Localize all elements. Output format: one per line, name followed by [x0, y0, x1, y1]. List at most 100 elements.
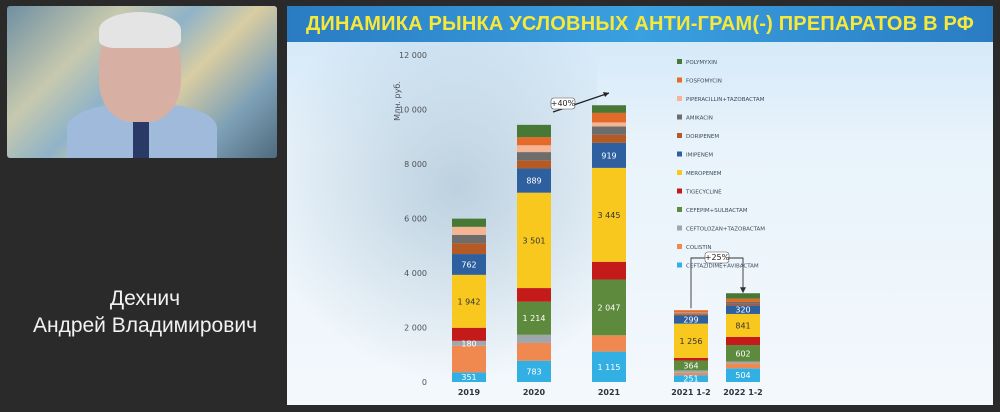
bar-segment — [674, 372, 708, 376]
growth-bracket-arrow-head — [740, 287, 746, 294]
growth-badge — [550, 97, 576, 110]
bar-segment — [726, 305, 760, 314]
bar-data-label: 1 942 — [458, 297, 481, 306]
legend-label: IMIPENEM — [686, 153, 713, 159]
legend-label: AMIKACIN — [686, 116, 713, 122]
bar-segment — [517, 124, 551, 138]
y-tick-label: 6 000 — [404, 215, 427, 224]
bar-segment — [452, 274, 486, 328]
bar-segment — [452, 327, 486, 341]
legend-label: MEROPENEM — [686, 171, 722, 177]
bar-segment — [592, 167, 626, 262]
bar-segment — [517, 137, 551, 146]
bar-data-label: 919 — [601, 151, 616, 160]
speaker-name: Дехнич Андрей Владимирович — [0, 285, 290, 339]
slide-title: ДИНАМИКА РЫНКА УСЛОВНЫХ АНТИ-ГРАМ(-) ПРЕ… — [305, 13, 975, 35]
bar-segment — [674, 375, 708, 382]
bar-segment — [517, 360, 551, 382]
bar-data-label: 180 — [461, 339, 476, 348]
bar-segment — [452, 226, 486, 235]
bar-segment — [592, 335, 626, 352]
legend-swatch — [677, 225, 682, 231]
bar-segment — [674, 360, 708, 371]
bar-segment — [726, 363, 760, 369]
x-tick-label: 2019 — [458, 388, 481, 397]
y-tick-label: 2 000 — [404, 324, 427, 333]
legend-swatch — [677, 207, 682, 212]
slide-title-banner: ДИНАМИКА РЫНКА УСЛОВНЫХ АНТИ-ГРАМ(-) ПРЕ… — [287, 6, 993, 42]
bar-segment — [726, 293, 760, 299]
bar-segment — [674, 313, 708, 315]
bar-segment — [592, 126, 626, 135]
bar-segment — [517, 334, 551, 343]
bar-data-label: 1 214 — [523, 314, 546, 323]
bar-segment — [452, 234, 486, 244]
stacked-bar-chart: 0 2 000 4 000 6 000 8 000 10 000 12 000 Млн. ру… — [393, 51, 765, 397]
bar-segment — [726, 301, 760, 304]
legend-label: FOSFOMYCIN — [686, 79, 722, 85]
bar-data-label: 3 445 — [598, 211, 621, 220]
bar-data-label: 889 — [526, 177, 541, 186]
bar-segment — [452, 340, 486, 346]
bar-segment — [726, 345, 760, 362]
bar-data-label: 1 256 — [680, 337, 703, 346]
bar-data-label: 251 — [683, 375, 698, 384]
legend-swatch — [677, 170, 682, 175]
bar-segment — [517, 342, 551, 361]
bar-segment — [726, 361, 760, 364]
bar-segment — [674, 314, 708, 316]
legend-label: DORIPENEM — [686, 134, 719, 140]
bar-segment — [592, 112, 626, 123]
speaker-name-line2: Андрей Владимирович — [32, 314, 258, 337]
legend-swatch — [677, 133, 682, 138]
legend-label: TIGECYCLINE — [685, 190, 722, 196]
bar-segment — [726, 368, 760, 382]
legend-swatch — [677, 114, 682, 120]
bar-segment — [517, 301, 551, 335]
legend-label: CEFEPIM+SULBACTAM — [686, 208, 748, 214]
bar-data-label: 504 — [735, 371, 750, 380]
legend-swatch — [677, 151, 682, 157]
x-tick-label: 2021 1-2 — [671, 388, 711, 397]
bar-segment — [592, 122, 626, 127]
legend-swatch — [677, 262, 682, 268]
bar-data-label: 364 — [683, 361, 698, 370]
bar-segment — [452, 345, 486, 373]
bar-segment — [592, 134, 626, 143]
growth-badge — [704, 251, 730, 264]
legend-swatch — [677, 59, 682, 64]
legend-label: COLISTIN — [686, 245, 711, 251]
y-tick-label: 10 000 — [399, 106, 427, 115]
bar-data-label: 2 047 — [598, 303, 621, 312]
growth-badge-label: +25% — [705, 253, 730, 262]
presentation-slide: ДИНАМИКА РЫНКА УСЛОВНЫХ АНТИ-ГРАМ(-) ПРЕ… — [287, 6, 993, 405]
legend-label: PIPERACILLIN+TAZOBACTAM — [686, 97, 765, 103]
bar-data-label: 783 — [526, 367, 541, 376]
bar-segment — [726, 313, 760, 337]
bar-data-label: 3 501 — [523, 236, 546, 245]
bar-data-label: 320 — [735, 306, 750, 315]
speaker-webcam — [7, 6, 277, 158]
bar-segment — [674, 312, 708, 314]
bar-segment — [452, 254, 486, 275]
bar-segment — [674, 310, 708, 313]
bar-segment — [592, 279, 626, 336]
bar-segment — [674, 357, 708, 361]
bar-data-label: 1 115 — [598, 363, 621, 372]
bar-segment — [517, 168, 551, 193]
x-tick-label: 2020 — [523, 388, 546, 397]
bar-data-label: 299 — [683, 316, 698, 325]
bar-data-label: 762 — [461, 260, 476, 269]
speaker-name-line1: Дехнич — [109, 287, 181, 310]
legend-label: CEFTAZIDIME+AVIBACTAM — [686, 264, 759, 270]
legend-swatch — [677, 77, 682, 83]
bar-data-label: 602 — [735, 349, 750, 358]
bar-segment — [452, 218, 486, 227]
x-tick-label: 2022 1-2 — [723, 388, 763, 397]
legend-swatch — [677, 244, 682, 249]
bar-segment — [674, 370, 708, 373]
growth-badge-label: +40% — [551, 99, 576, 108]
bar-segment — [726, 336, 760, 346]
bar-segment — [592, 351, 626, 382]
bar-segment — [592, 142, 626, 168]
